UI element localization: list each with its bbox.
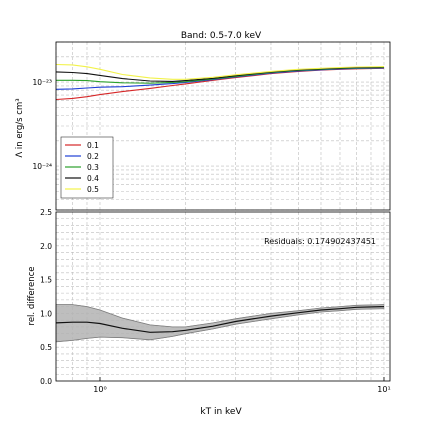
bottom-y-tick-label-0: 0.0 bbox=[40, 377, 52, 386]
bottom-y-tick-label-2: 1.0 bbox=[40, 309, 52, 318]
series-line-0.1 bbox=[55, 67, 385, 101]
top-y-axis-label: Λ in erg/s cm³ bbox=[15, 98, 25, 157]
bottom-y-tick-label-5: 2.5 bbox=[40, 208, 52, 217]
legend-label-0.3: 0.3 bbox=[87, 163, 99, 172]
residual-upper-line bbox=[56, 304, 385, 328]
residual-band bbox=[55, 304, 385, 343]
legend-label-0.5: 0.5 bbox=[87, 185, 99, 194]
bottom-plot-frame bbox=[55, 211, 391, 382]
bottom-y-tick-label-3: 1.5 bbox=[40, 276, 52, 285]
top-chart-title: Band: 0.5-7.0 keV bbox=[181, 31, 262, 41]
x-tick-label-1: 10¹ bbox=[377, 385, 390, 394]
legend-label-0.1: 0.1 bbox=[87, 141, 99, 150]
top-y-tick-label-1: 10⁻²⁴ bbox=[32, 162, 52, 171]
residuals-annotation: Residuals: 0.174902437451 bbox=[264, 237, 376, 246]
top-plot-frame bbox=[55, 41, 391, 211]
residual-mean-line bbox=[55, 306, 385, 333]
residual-lower-line bbox=[55, 308, 385, 343]
bottom-y-tick-label-1: 0.5 bbox=[40, 343, 52, 352]
series-line-0.5 bbox=[55, 63, 385, 80]
top-y-tick-label-0: 10⁻²³ bbox=[32, 78, 52, 87]
bottom-x-axis-label: kT in keV bbox=[200, 407, 242, 417]
legend-label-0.2: 0.2 bbox=[87, 152, 99, 161]
x-tick-label-0: 10⁰ bbox=[93, 385, 106, 394]
legend-label-0.4: 0.4 bbox=[87, 174, 99, 183]
bottom-y-tick-label-4: 2.0 bbox=[40, 242, 52, 251]
bottom-y-axis-label: rel. difference bbox=[27, 267, 37, 326]
